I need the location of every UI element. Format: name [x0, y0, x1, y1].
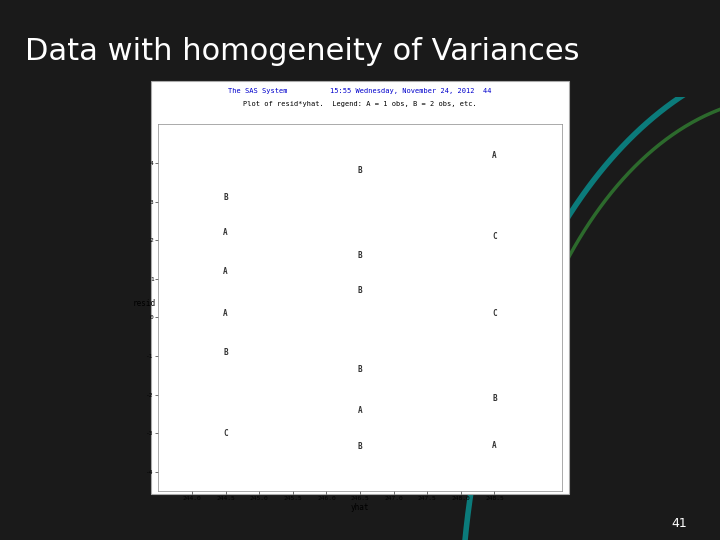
Text: B: B	[358, 442, 362, 451]
Text: C: C	[492, 309, 497, 318]
Text: B: B	[223, 348, 228, 357]
X-axis label: yhat: yhat	[351, 503, 369, 512]
Text: A: A	[492, 441, 497, 449]
Text: A: A	[223, 228, 228, 237]
Text: Plot of resid*yhat.  Legend: A = 1 obs, B = 2 obs, etc.: Plot of resid*yhat. Legend: A = 1 obs, B…	[243, 100, 477, 107]
Text: B: B	[223, 193, 228, 202]
Text: A: A	[492, 151, 497, 160]
Y-axis label: resid: resid	[133, 299, 156, 308]
Text: The SAS System          15:55 Wednesday, November 24, 2012  44: The SAS System 15:55 Wednesday, November…	[228, 87, 492, 94]
Text: B: B	[358, 251, 362, 260]
Text: Data with homogeneity of Variances: Data with homogeneity of Variances	[25, 37, 580, 66]
Text: B: B	[492, 394, 497, 403]
Text: A: A	[358, 406, 362, 415]
Text: 41: 41	[672, 517, 688, 530]
Text: B: B	[358, 365, 362, 374]
Text: B: B	[358, 286, 362, 295]
Text: B: B	[358, 166, 362, 175]
Text: C: C	[223, 429, 228, 438]
Text: A: A	[223, 309, 228, 318]
Text: A: A	[223, 267, 228, 275]
Text: C: C	[492, 232, 497, 241]
